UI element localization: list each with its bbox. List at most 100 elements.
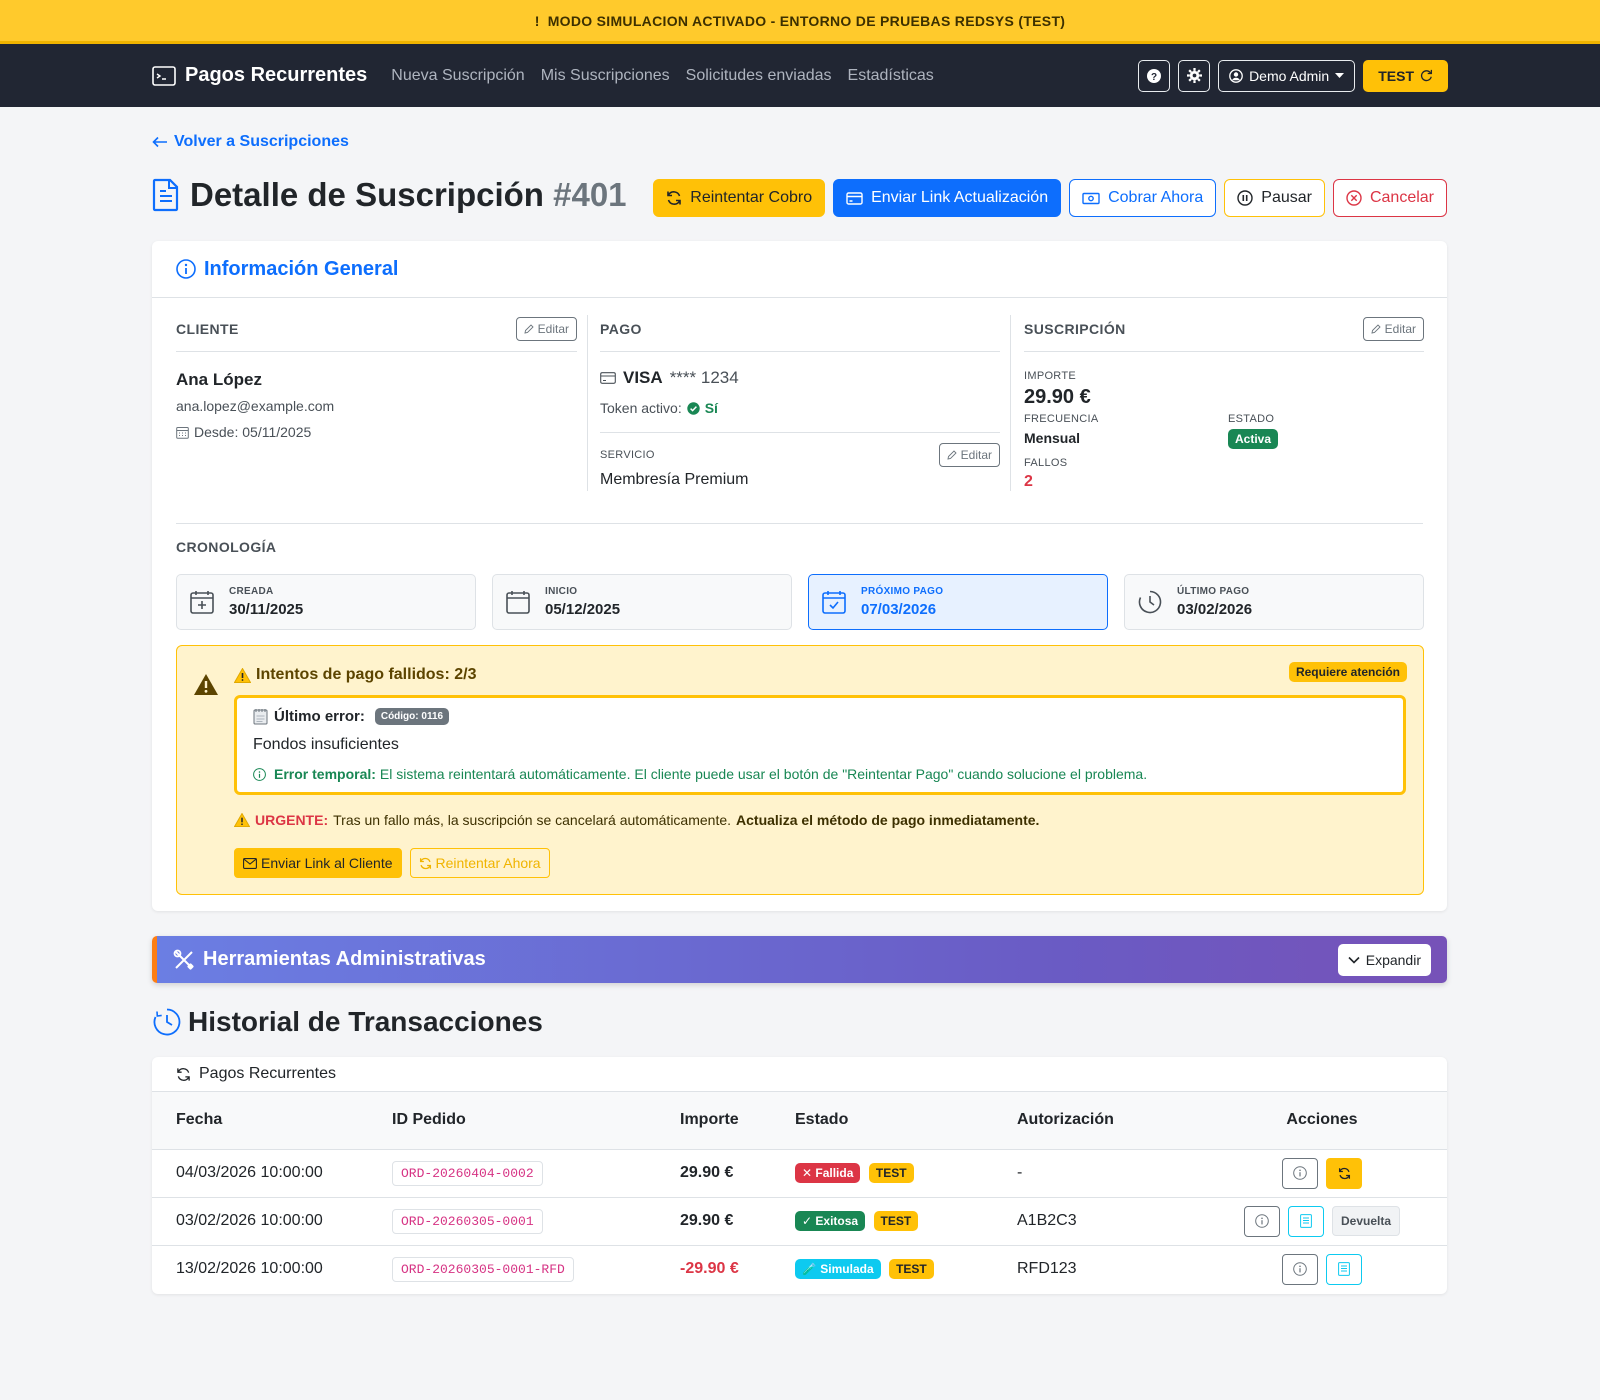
details-button[interactable] bbox=[1243, 1205, 1280, 1237]
brand[interactable]: Pagos Recurrentes bbox=[152, 64, 367, 87]
timeline-created: CREADA 30/11/2025 bbox=[176, 574, 476, 630]
edit-client-button[interactable]: Editar bbox=[515, 317, 577, 341]
edit-service-button[interactable]: Editar bbox=[938, 443, 1000, 467]
transactions-subtitle: Pagos Recurrentes bbox=[199, 1065, 336, 1082]
timeline-label: ÚLTIMO PAGO bbox=[1177, 586, 1250, 597]
retry-button[interactable] bbox=[1326, 1157, 1362, 1189]
history-title: Historial de Transacciones bbox=[152, 1006, 543, 1038]
error-message: Fondos insuficientes bbox=[253, 736, 399, 753]
nav-new-subscription[interactable]: Nueva Suscripción bbox=[391, 66, 525, 84]
page-title: Detalle de Suscripción #401 bbox=[190, 176, 627, 214]
divider bbox=[176, 523, 1423, 524]
edit-subscription-button[interactable]: Editar bbox=[1362, 317, 1424, 341]
timeline-value: 30/11/2025 bbox=[229, 601, 304, 618]
x-circle-icon bbox=[1346, 190, 1362, 206]
calendar-plus-icon bbox=[189, 589, 215, 615]
token-value: Sí bbox=[704, 400, 718, 416]
cancel-label: Cancelar bbox=[1369, 189, 1434, 206]
retry-now-label: Reintentar Ahora bbox=[435, 855, 541, 871]
refunded-badge: Devuelta bbox=[1331, 1205, 1401, 1236]
expand-label: Expandir bbox=[1365, 951, 1421, 968]
client-since-text: Desde: 05/11/2025 bbox=[194, 424, 312, 440]
timeline-start: INICIO 05/12/2025 bbox=[492, 574, 792, 630]
attention-badge: Requiere atención bbox=[1288, 662, 1407, 682]
send-update-link-label: Enviar Link Actualización bbox=[871, 189, 1049, 206]
retry-charge-button[interactable]: Reintentar Cobro bbox=[653, 179, 826, 217]
last-error-header: Último error: Código: 0116 bbox=[253, 708, 450, 725]
nav-statistics[interactable]: Estadísticas bbox=[847, 66, 934, 84]
service-label: SERVICIO bbox=[600, 449, 655, 461]
test-mode-button[interactable]: TEST bbox=[1363, 59, 1448, 92]
payment-section: PAGO VISA **** 1234 Token activo: Sí SER… bbox=[600, 315, 1000, 489]
send-link-client-button[interactable]: Enviar Link al Cliente bbox=[234, 848, 402, 878]
col-date: Fecha bbox=[152, 1092, 392, 1150]
urgent-label: URGENTE: bbox=[255, 812, 329, 828]
check-circle-icon bbox=[687, 401, 700, 415]
frequency-value: Mensual bbox=[1024, 430, 1081, 446]
timeline-last-payment: ÚLTIMO PAGO 03/02/2026 bbox=[1124, 574, 1424, 630]
send-link-client-label: Enviar Link al Cliente bbox=[261, 855, 393, 871]
page-actions: Reintentar Cobro Enviar Link Actualizaci… bbox=[653, 179, 1447, 217]
env-badge: TEST bbox=[889, 1259, 934, 1280]
receipt-icon bbox=[1300, 1214, 1312, 1228]
user-menu[interactable]: Demo Admin bbox=[1218, 59, 1356, 92]
info-circle-icon bbox=[1255, 1214, 1269, 1228]
alert-title-text: Intentos de pago fallidos: 2/3 bbox=[256, 666, 477, 683]
help-button[interactable]: ? bbox=[1138, 59, 1171, 92]
status-badge-failed: ✕ Fallida bbox=[795, 1163, 861, 1183]
token-status: Token activo: Sí bbox=[600, 400, 1000, 416]
caret-down-icon bbox=[1335, 72, 1345, 79]
pause-button[interactable]: Pausar bbox=[1224, 179, 1325, 217]
subscription-title: SUSCRIPCIÓN bbox=[1024, 321, 1126, 337]
clock-history-icon bbox=[1137, 589, 1163, 615]
credit-card-icon bbox=[846, 191, 863, 205]
navbar: Pagos Recurrentes Nueva Suscripción Mis … bbox=[0, 44, 1600, 107]
title-text: Detalle de Suscripción bbox=[190, 176, 544, 213]
timeline-value: 05/12/2025 bbox=[545, 601, 621, 618]
charge-now-label: Cobrar Ahora bbox=[1108, 189, 1204, 206]
chevron-down-icon bbox=[1348, 956, 1360, 964]
frequency-label: FRECUENCIA bbox=[1024, 413, 1099, 425]
table-row: 13/02/2026 10:00:00 ORD-20260305-0001-RF… bbox=[152, 1245, 1447, 1293]
edit-label: Editar bbox=[960, 448, 992, 462]
details-button[interactable] bbox=[1282, 1253, 1318, 1285]
send-update-link-button[interactable]: Enviar Link Actualización bbox=[833, 179, 1062, 217]
pencil-icon bbox=[524, 324, 534, 334]
status-badge-success: ✓ Exitosa bbox=[795, 1211, 866, 1231]
amount-label: IMPORTE bbox=[1024, 370, 1077, 382]
nav-sent-requests[interactable]: Solicitudes enviadas bbox=[685, 66, 832, 84]
receipt-button[interactable] bbox=[1287, 1205, 1324, 1237]
alert-title: Intentos de pago fallidos: 2/3 bbox=[234, 666, 476, 684]
client-since: Desde: 05/11/2025 bbox=[176, 424, 577, 440]
urgent-bold-text: Actualiza el método de pago inmediatamen… bbox=[736, 812, 1040, 828]
history-title-text: Historial de Transacciones bbox=[188, 1006, 543, 1037]
temporary-error-note: Error temporal: El sistema reintentará a… bbox=[253, 766, 1147, 782]
failed-payments-alert: Intentos de pago fallidos: 2/3 Requiere … bbox=[176, 645, 1424, 895]
edit-label: Editar bbox=[537, 322, 569, 336]
pencil-icon bbox=[1371, 324, 1381, 334]
row-amount: 29.90 € bbox=[680, 1197, 795, 1246]
expand-button[interactable]: Expandir bbox=[1337, 943, 1431, 976]
client-section: CLIENTE Editar Ana López ana.lopez@examp… bbox=[176, 315, 577, 440]
retry-now-button[interactable]: Reintentar Ahora bbox=[409, 848, 550, 878]
settings-button[interactable] bbox=[1178, 59, 1211, 92]
service-row: SERVICIO Editar bbox=[600, 432, 1000, 467]
back-link[interactable]: Volver a Suscripciones bbox=[152, 133, 349, 151]
timeline-value: 03/02/2026 bbox=[1177, 601, 1253, 618]
table-row: 04/03/2026 10:00:00 ORD-20260404-0002 29… bbox=[152, 1149, 1447, 1198]
cancel-button[interactable]: Cancelar bbox=[1332, 179, 1447, 217]
timeline-next-payment: PRÓXIMO PAGO 07/03/2026 bbox=[808, 574, 1108, 630]
last-error-label: Último error: bbox=[274, 708, 365, 725]
gear-icon bbox=[1186, 68, 1202, 83]
charge-now-button[interactable]: Cobrar Ahora bbox=[1069, 179, 1217, 217]
mode-label: TEST bbox=[1378, 67, 1414, 84]
timeline-value: 07/03/2026 bbox=[861, 601, 937, 618]
urgent-text: Tras un fallo más, la suscripción se can… bbox=[333, 812, 732, 828]
receipt-button[interactable] bbox=[1326, 1253, 1362, 1285]
env-badge: TEST bbox=[868, 1163, 914, 1183]
details-button[interactable] bbox=[1282, 1157, 1318, 1189]
nav-my-subscriptions[interactable]: Mis Suscripciones bbox=[540, 66, 670, 84]
user-name: Demo Admin bbox=[1249, 67, 1330, 84]
column-divider bbox=[1010, 315, 1011, 491]
table-header-row: Fecha ID Pedido Importe Estado Autorizac… bbox=[152, 1092, 1447, 1150]
